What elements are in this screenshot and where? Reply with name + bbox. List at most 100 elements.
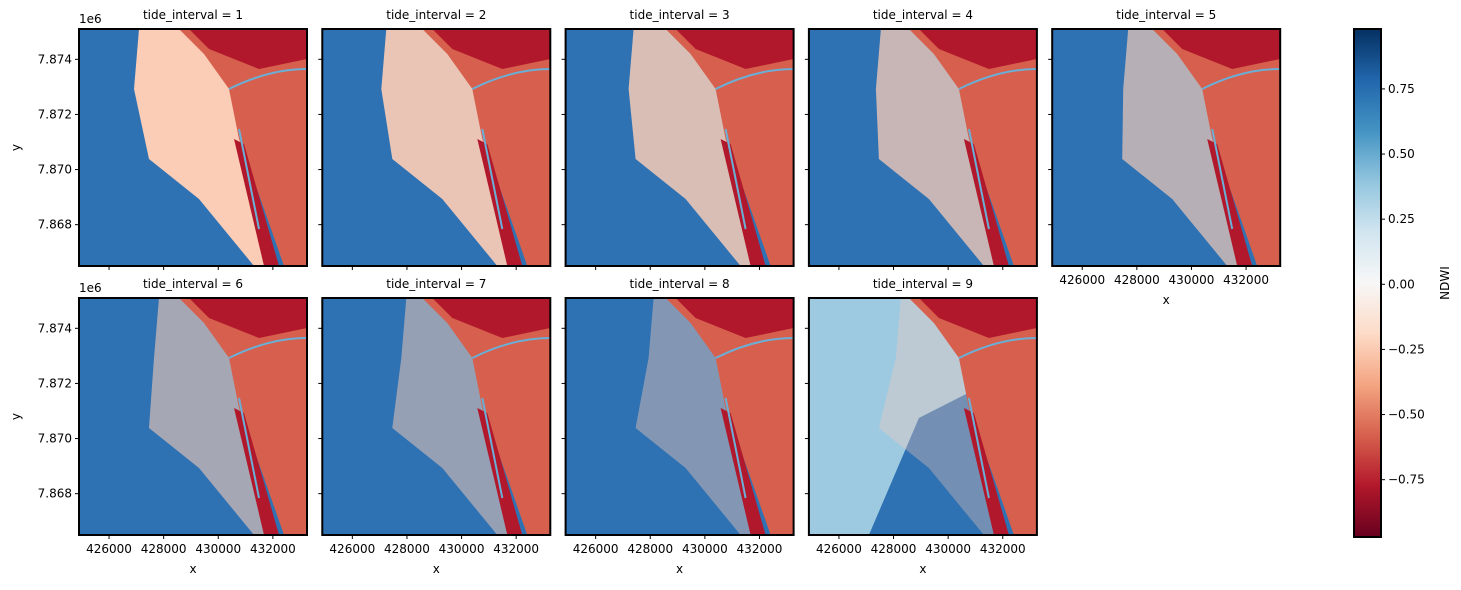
x-tick-label: 432000 <box>1223 273 1269 287</box>
land-dark <box>675 29 794 69</box>
y-offset-label: 1e6 <box>79 281 102 295</box>
tidal-flat <box>875 29 999 266</box>
channel <box>958 337 1037 499</box>
facet-title: tide_interval = 6 <box>143 277 243 291</box>
facet-title: tide_interval = 7 <box>386 277 486 291</box>
tidal-flat <box>149 298 269 535</box>
land-dark <box>477 408 523 535</box>
x-tick-label: 426000 <box>573 542 619 556</box>
y-tick-label: 7.872 <box>38 107 72 121</box>
colorbar-tick-label: 0.50 <box>1388 147 1415 161</box>
x-axis-label: x <box>433 562 440 576</box>
tidal-flat <box>1122 29 1243 266</box>
land-dark <box>675 298 794 338</box>
facet-image <box>565 298 794 535</box>
channel <box>471 68 551 230</box>
land-dark <box>234 408 279 535</box>
facet-frame <box>78 297 308 536</box>
x-tick-label: 426000 <box>86 542 132 556</box>
x-tick-label: 430000 <box>195 542 241 556</box>
facet-title: tide_interval = 5 <box>1116 8 1216 22</box>
y-tick-label: 7.874 <box>38 52 72 66</box>
facet-image <box>79 298 307 535</box>
land-dark <box>720 408 766 535</box>
land-dark <box>432 298 551 338</box>
y-offset-label: 1e6 <box>79 12 102 26</box>
land-dark <box>1207 139 1253 266</box>
tidal-flat <box>628 29 756 266</box>
facet-title: tide_interval = 2 <box>386 8 486 22</box>
y-axis-label: y <box>9 413 23 420</box>
channel <box>1201 68 1281 230</box>
channel <box>228 68 307 230</box>
channel <box>958 68 1037 230</box>
facet-image <box>1052 29 1281 266</box>
land-dark <box>963 408 1009 535</box>
x-tick-label: 428000 <box>1114 273 1160 287</box>
channel <box>471 337 551 499</box>
tidal-flat <box>392 298 513 535</box>
colorbar-tick-label: −0.50 <box>1388 408 1425 422</box>
channel <box>228 337 307 499</box>
x-tick-label: 426000 <box>329 542 375 556</box>
x-tick-label: 430000 <box>439 542 485 556</box>
y-tick-label: 7.870 <box>38 163 72 177</box>
facet-image <box>808 298 1037 535</box>
land-dark <box>234 139 279 266</box>
land-dark <box>189 29 307 69</box>
x-tick-label: 428000 <box>141 542 187 556</box>
land-dark <box>918 29 1037 69</box>
channel <box>715 337 794 499</box>
land-dark <box>1162 29 1281 69</box>
x-tick-label: 430000 <box>682 542 728 556</box>
x-tick-label: 432000 <box>493 542 539 556</box>
colorbar <box>1353 28 1382 538</box>
colorbar-tick-label: 0.25 <box>1388 212 1415 226</box>
x-axis-label: x <box>919 562 926 576</box>
land-dark <box>720 139 766 266</box>
land-dark <box>477 139 523 266</box>
x-tick-label: 430000 <box>1169 273 1215 287</box>
x-tick-label: 428000 <box>627 542 673 556</box>
facet-image <box>322 298 551 535</box>
facet-image <box>565 29 794 266</box>
y-tick-label: 7.872 <box>38 376 72 390</box>
facet-frame <box>1051 28 1282 267</box>
y-tick-label: 7.868 <box>38 218 72 232</box>
land-dark <box>189 298 307 338</box>
facet-title: tide_interval = 1 <box>143 8 243 22</box>
channel <box>715 68 794 230</box>
facet-title: tide_interval = 4 <box>873 8 973 22</box>
x-tick-label: 426000 <box>1059 273 1105 287</box>
x-axis-label: x <box>1163 293 1170 307</box>
x-axis-label: x <box>676 562 683 576</box>
facet-title: tide_interval = 3 <box>630 8 730 22</box>
colorbar-tick-label: 0.75 <box>1388 82 1415 96</box>
facet-title: tide_interval = 8 <box>630 277 730 291</box>
land-dark <box>963 139 1009 266</box>
facet-frame <box>78 28 308 267</box>
facet-title: tide_interval = 9 <box>873 277 973 291</box>
x-tick-label: 428000 <box>384 542 430 556</box>
y-tick-label: 7.874 <box>38 321 72 335</box>
y-tick-label: 7.868 <box>38 487 72 501</box>
colorbar-label: NDWI <box>1438 266 1452 300</box>
land-dark <box>432 29 551 69</box>
colorbar-tick-label: −0.25 <box>1388 342 1425 356</box>
facet-frame <box>807 297 1038 536</box>
y-axis-label: y <box>9 144 23 151</box>
facet-frame <box>564 297 795 536</box>
facet-frame <box>564 28 795 267</box>
facet-frame <box>321 28 552 267</box>
land-dark <box>918 298 1037 338</box>
facet-frame <box>321 297 552 536</box>
x-tick-label: 430000 <box>925 542 971 556</box>
colorbar-tick-label: 0.00 <box>1388 277 1415 291</box>
colorbar-tick-label: −0.75 <box>1388 473 1425 487</box>
tidal-flat <box>635 298 756 535</box>
y-tick-label: 7.870 <box>38 432 72 446</box>
x-tick-label: 432000 <box>737 542 783 556</box>
x-axis-label: x <box>189 562 196 576</box>
